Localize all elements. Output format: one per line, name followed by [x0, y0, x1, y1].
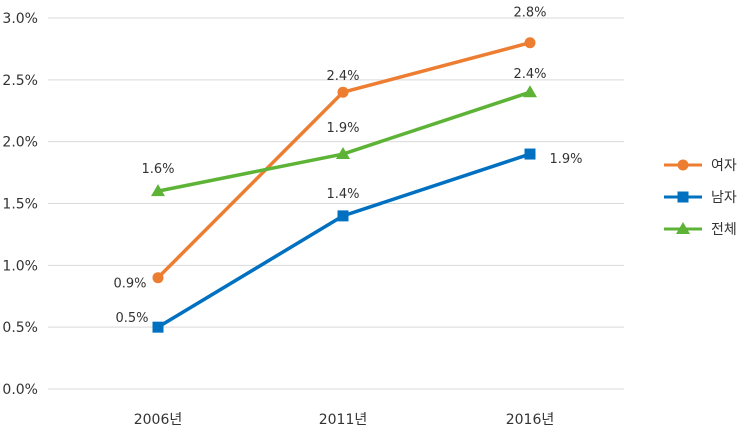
data-point-circle	[152, 272, 164, 284]
data-point-square	[524, 148, 536, 160]
data-label: 1.9%	[326, 121, 359, 136]
y-tick-label: 2.5%	[2, 73, 38, 89]
data-label: 0.5%	[115, 311, 148, 326]
data-point-triangle	[676, 222, 690, 234]
legend-label: 남자	[711, 190, 737, 206]
data-label: 1.4%	[326, 187, 359, 202]
data-point-circle	[337, 86, 349, 98]
data-label: 2.8%	[513, 6, 546, 21]
data-point-triangle	[523, 85, 537, 98]
gridlines	[48, 17, 624, 390]
x-axis-tick-labels: 2006년 2011년 2016년	[134, 412, 555, 428]
data-label: 1.9%	[549, 152, 582, 167]
series-lines	[151, 37, 537, 333]
data-point-square	[152, 321, 164, 333]
data-point-square	[677, 191, 689, 203]
y-tick-label: 1.5%	[2, 197, 38, 213]
y-tick-label: 0.0%	[2, 382, 38, 398]
y-tick-label: 3.0%	[2, 11, 38, 27]
data-label: 1.6%	[141, 162, 174, 177]
data-point-square	[337, 210, 349, 222]
y-axis-tick-labels: 0.0% 0.5% 1.0% 1.5% 2.0% 2.5% 3.0%	[2, 11, 38, 398]
legend-label: 전체	[711, 222, 737, 238]
data-labels: 0.9% 2.4% 2.8% 0.5% 1.4% 1.9% 1.6% 1.9% 2.4%	[113, 6, 582, 326]
y-tick-label: 1.0%	[2, 258, 38, 274]
y-tick-label: 0.5%	[2, 320, 38, 336]
y-tick-label: 2.0%	[2, 135, 38, 151]
data-label: 2.4%	[326, 69, 359, 84]
data-label: 0.9%	[113, 277, 146, 292]
data-point-circle	[677, 159, 689, 171]
x-tick-label: 2016년	[506, 412, 555, 428]
data-point-triangle	[151, 184, 165, 197]
data-label: 2.4%	[513, 67, 546, 82]
legend-label: 여자	[711, 158, 737, 174]
data-point-triangle	[336, 147, 350, 160]
data-point-circle	[524, 37, 536, 49]
x-tick-label: 2006년	[134, 412, 183, 428]
x-tick-label: 2011년	[319, 412, 368, 428]
